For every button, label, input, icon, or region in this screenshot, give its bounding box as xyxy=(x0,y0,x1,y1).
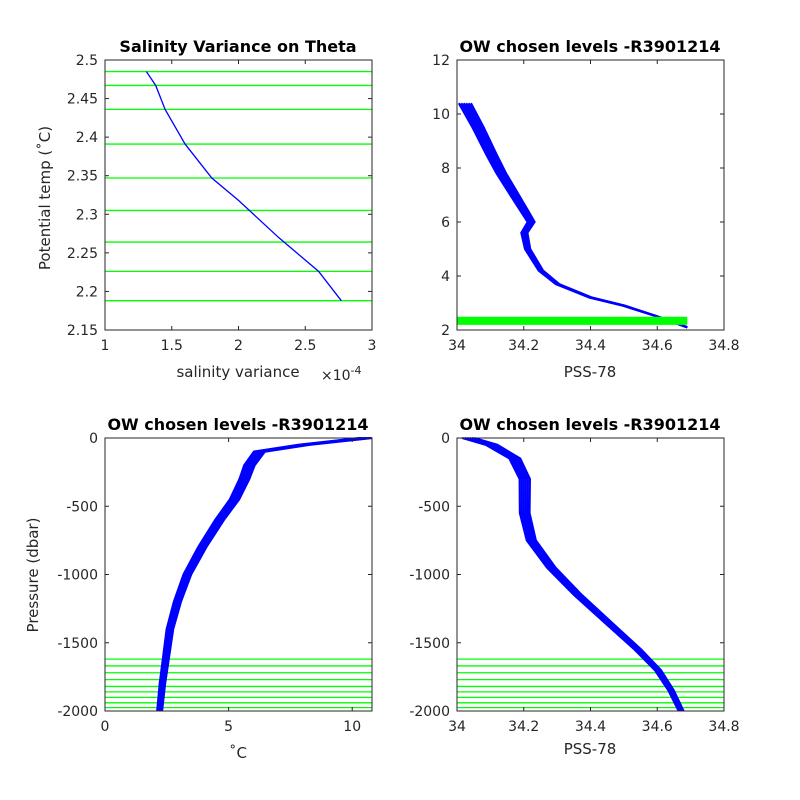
p3-profile-line-5 xyxy=(160,436,372,712)
p1-x-exponent-power: -4 xyxy=(351,364,362,377)
p4-ytick-label-0: -2000 xyxy=(409,704,450,720)
p1-plot-area: 1 1.5 2 2.5 3 2.15 2.2 2.25 2.3 2.35 2.4 2.45 2.5 xyxy=(67,53,377,354)
p3-ytick-label-2: -1000 xyxy=(57,568,98,584)
p2-plot-area: 34 34.2 34.4 34.6 34.8 2 4 6 8 10 12 xyxy=(432,53,739,354)
p2-ytick-label-5: 12 xyxy=(432,53,450,69)
p4-ytick-label-4: 0 xyxy=(441,431,450,447)
p2-xtick-label-1: 34.2 xyxy=(508,338,539,354)
p4-xtick-label-0: 34 xyxy=(448,719,466,735)
p4-ytick-label-1: -1500 xyxy=(409,636,450,652)
p3-profile-line-4 xyxy=(159,436,370,712)
p4-xtick-label-2: 34.4 xyxy=(575,719,606,735)
p2-xtick-label-2: 34.4 xyxy=(575,338,606,354)
p3-title: OW chosen levels -R3901214 xyxy=(107,415,368,434)
p2-chosen-levels-band xyxy=(457,316,688,325)
p1-ytick-label-6: 2.45 xyxy=(67,92,98,108)
p4-plot-area: 34 34.2 34.4 34.6 34.8 -2000 -1500 -1000 -500 0 xyxy=(409,431,739,735)
p4-xtick-label-4: 34.8 xyxy=(708,719,739,735)
p4-background xyxy=(457,438,724,711)
p1-xtick-label-0: 1 xyxy=(101,338,110,354)
p1-ytick-label-7: 2.5 xyxy=(76,53,98,69)
p3-ytick-label-0: -2000 xyxy=(57,704,98,720)
p2-xlabel: PSS-78 xyxy=(564,363,617,381)
p4-xtick-label-1: 34.2 xyxy=(508,719,539,735)
p1-ytick-label-5: 2.4 xyxy=(76,130,98,146)
p3-profile-line-1 xyxy=(157,436,363,712)
p2-ytick-label-2: 6 xyxy=(441,215,450,231)
p3-xlabel: ˚C xyxy=(229,744,247,762)
p2-ytick-label-4: 10 xyxy=(432,107,450,123)
p1-ytick-label-0: 2.15 xyxy=(67,323,98,339)
p1-xlabel: salinity variance xyxy=(176,363,299,381)
p4-xlabel: PSS-78 xyxy=(564,740,617,758)
p1-x-exponent-base: ×10 xyxy=(321,368,351,384)
p2-xtick-label-4: 34.8 xyxy=(708,338,739,354)
p1-ylabel: Potential temp (˚C) xyxy=(36,126,54,270)
p3-xtick-label-0: 0 xyxy=(101,719,110,735)
p2-ytick-label-3: 8 xyxy=(441,161,450,177)
p2-background xyxy=(457,60,724,330)
p4-xtick-label-3: 34.6 xyxy=(642,719,673,735)
p3-xtick-label-1: 5 xyxy=(224,719,233,735)
p1-x-exponent: ×10-4 xyxy=(321,364,362,384)
p1-xtick-label-4: 3 xyxy=(368,338,377,354)
p1-ytick-label-3: 2.3 xyxy=(76,207,98,223)
p1-xtick-label-1: 1.5 xyxy=(161,338,183,354)
p2-ytick-label-1: 4 xyxy=(441,269,450,285)
p1-series-line xyxy=(145,71,342,302)
p3-profile-line-2 xyxy=(158,436,365,712)
p4-title: OW chosen levels -R3901214 xyxy=(459,415,720,434)
p2-title: OW chosen levels -R3901214 xyxy=(459,37,720,56)
p3-profile-line-0 xyxy=(156,436,360,712)
p1-title: Salinity Variance on Theta xyxy=(119,37,356,56)
p1-background xyxy=(105,60,372,330)
p3-ytick-label-4: 0 xyxy=(89,431,98,447)
p2-xtick-label-3: 34.6 xyxy=(642,338,673,354)
p2-ytick-label-0: 2 xyxy=(441,323,450,339)
p1-xtick-label-3: 2.5 xyxy=(294,338,316,354)
p4-ytick-label-2: -1000 xyxy=(409,568,450,584)
p2-xtick-label-0: 34 xyxy=(448,338,466,354)
p3-profile-line-3 xyxy=(159,436,368,712)
p1-ytick-label-1: 2.2 xyxy=(76,284,98,300)
p3-ylabel: Pressure (dbar) xyxy=(24,518,42,633)
p3-ytick-label-3: -500 xyxy=(66,499,98,515)
p4-profile-line-5 xyxy=(473,436,685,712)
p4-ytick-label-3: -500 xyxy=(418,499,450,515)
p3-ytick-label-1: -1500 xyxy=(57,636,98,652)
p1-ytick-label-2: 2.25 xyxy=(67,246,98,262)
p3-plot-area: 0 5 10 -2000 -1500 -1000 -500 0 xyxy=(57,431,373,735)
p3-xtick-label-2: 10 xyxy=(343,719,361,735)
p1-ytick-label-4: 2.35 xyxy=(67,169,98,185)
p2-profile-line-5 xyxy=(469,102,688,329)
p1-xtick-label-2: 2 xyxy=(234,338,243,354)
